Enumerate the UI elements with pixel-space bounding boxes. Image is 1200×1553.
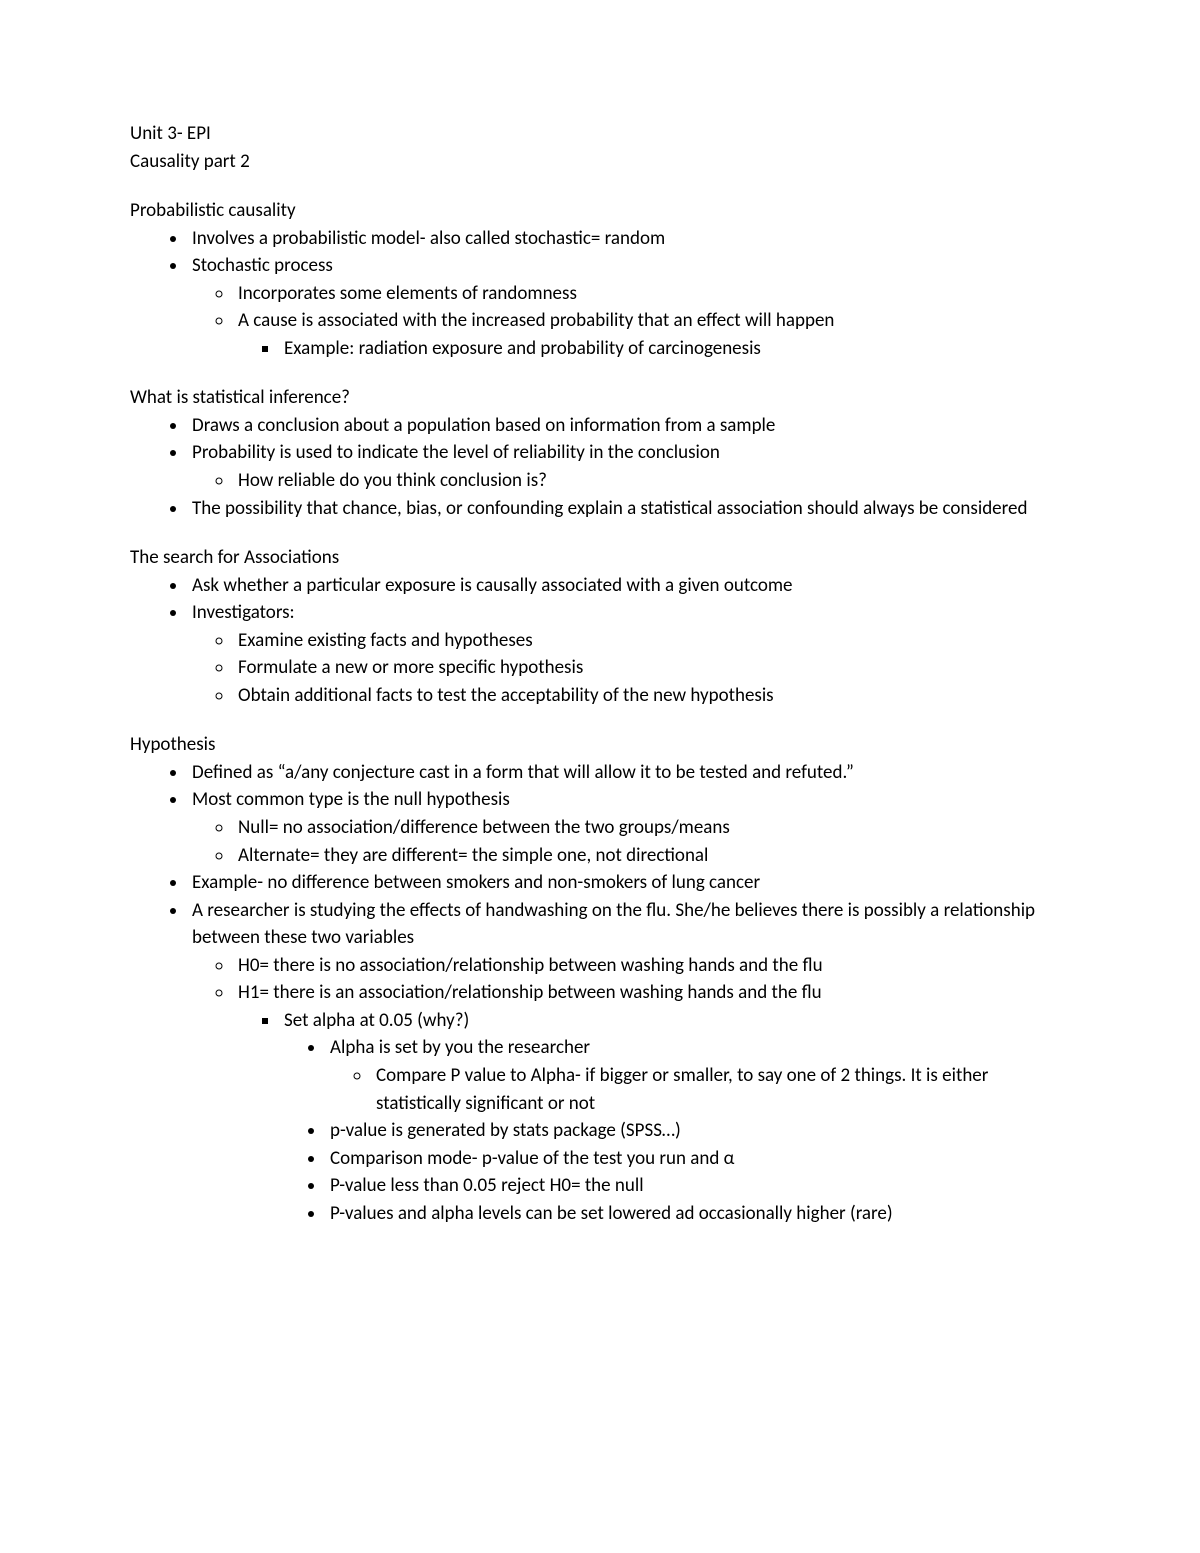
list-item: H1= there is an association/relationship…	[234, 979, 1070, 1227]
list-item: P-values and alpha levels can be set low…	[326, 1200, 1070, 1228]
list-item: Draws a conclusion about a population ba…	[188, 412, 1070, 440]
list-item: Ask whether a particular exposure is cau…	[188, 572, 1070, 600]
header-line-1: Unit 3- EPI	[130, 120, 1070, 148]
list-item-text: Stochastic process	[192, 254, 333, 277]
list-item: Null= no association/difference between …	[234, 814, 1070, 842]
list-item: Investigators: Examine existing facts and…	[188, 599, 1070, 709]
list-item-text: Most common type is the null hypothesis	[192, 788, 510, 811]
list-item-text: Examine existing facts and hypotheses	[238, 629, 533, 652]
list-item-text: Formulate a new or more specific hypothe…	[238, 656, 583, 679]
list-item: Most common type is the null hypothesis N…	[188, 786, 1070, 869]
bullet-list: Draws a conclusion about a population ba…	[130, 412, 1070, 522]
list-item-text: A cause is associated with the increased…	[238, 309, 834, 332]
list-item: Examine existing facts and hypotheses	[234, 627, 1070, 655]
list-item-text: Compare P value to Alpha- if bigger or s…	[376, 1064, 988, 1115]
bullet-list: Involves a probabilistic model- also cal…	[130, 225, 1070, 363]
list-item: Example- no difference between smokers a…	[188, 869, 1070, 897]
list-item: The possibility that chance, bias, or co…	[188, 495, 1070, 523]
list-item-text: H0= there is no association/relationship…	[238, 954, 823, 977]
list-item-text: Null= no association/difference between …	[238, 816, 730, 839]
list-item: Alpha is set by you the researcher Compar…	[326, 1034, 1070, 1117]
list-item-text: Incorporates some elements of randomness	[238, 282, 577, 305]
list-item: Compare P value to Alpha- if bigger or s…	[372, 1062, 1070, 1117]
list-item-text: Alpha is set by you the researcher	[330, 1036, 590, 1059]
list-item-text: P-value less than 0.05 reject H0= the nu…	[330, 1174, 644, 1197]
list-item: Set alpha at 0.05 (why?)Alpha is set by …	[280, 1007, 1070, 1227]
document-body: Probabilistic causalityInvolves a probab…	[130, 197, 1070, 1227]
list-item-text: Involves a probabilistic model- also cal…	[192, 227, 665, 250]
list-item-text: Alternate= they are different= the simpl…	[238, 844, 708, 867]
list-item-text: Example: radiation exposure and probabil…	[284, 337, 761, 360]
list-item: Incorporates some elements of randomness	[234, 280, 1070, 308]
list-item: Involves a probabilistic model- also cal…	[188, 225, 1070, 253]
header-line-2: Causality part 2	[130, 148, 1070, 176]
section-title: Hypothesis	[130, 731, 1070, 759]
list-item-text: The possibility that chance, bias, or co…	[192, 497, 1027, 520]
list-item-text: A researcher is studying the effects of …	[192, 899, 1035, 950]
list-item: Defined as “a/any conjecture cast in a f…	[188, 759, 1070, 787]
bullet-list: Example: radiation exposure and probabil…	[238, 335, 1070, 363]
list-item: Obtain additional facts to test the acce…	[234, 682, 1070, 710]
list-item-text: p-value is generated by stats package (S…	[330, 1119, 681, 1142]
bullet-list: Examine existing facts and hypotheses For…	[192, 627, 1070, 710]
bullet-list: Ask whether a particular exposure is cau…	[130, 572, 1070, 710]
section-title: Probabilistic causality	[130, 197, 1070, 225]
bullet-list: Defined as “a/any conjecture cast in a f…	[130, 759, 1070, 1227]
section-title: What is statistical inference?	[130, 384, 1070, 412]
list-item: How reliable do you think conclusion is?	[234, 467, 1070, 495]
document-header: Unit 3- EPI Causality part 2	[130, 120, 1070, 175]
list-item: A researcher is studying the effects of …	[188, 897, 1070, 1228]
list-item: P-value less than 0.05 reject H0= the nu…	[326, 1172, 1070, 1200]
list-item: Stochastic process Incorporates some elem…	[188, 252, 1070, 362]
list-item-text: Draws a conclusion about a population ba…	[192, 414, 775, 437]
bullet-list: Incorporates some elements of randomness…	[192, 280, 1070, 363]
list-item: Comparison mode- p-value of the test you…	[326, 1145, 1070, 1173]
list-item-text: Investigators:	[192, 601, 295, 624]
bullet-list: Null= no association/difference between …	[192, 814, 1070, 869]
list-item-text: Comparison mode- p-value of the test you…	[330, 1147, 734, 1170]
list-item: Alternate= they are different= the simpl…	[234, 842, 1070, 870]
list-item: Formulate a new or more specific hypothe…	[234, 654, 1070, 682]
list-item: A cause is associated with the increased…	[234, 307, 1070, 362]
list-item-text: Obtain additional facts to test the acce…	[238, 684, 774, 707]
section-title: The search for Associations	[130, 544, 1070, 572]
list-item-text: Set alpha at 0.05 (why?)	[284, 1009, 469, 1032]
list-item-text: Example- no difference between smokers a…	[192, 871, 760, 894]
list-item-text: Ask whether a particular exposure is cau…	[192, 574, 792, 597]
list-item-text: Defined as “a/any conjecture cast in a f…	[192, 761, 854, 784]
list-item-text: P-values and alpha levels can be set low…	[330, 1202, 893, 1225]
bullet-list: H0= there is no association/relationship…	[192, 952, 1070, 1227]
list-item: H0= there is no association/relationship…	[234, 952, 1070, 980]
bullet-list: Compare P value to Alpha- if bigger or s…	[330, 1062, 1070, 1117]
list-item: Probability is used to indicate the leve…	[188, 439, 1070, 494]
list-item: p-value is generated by stats package (S…	[326, 1117, 1070, 1145]
bullet-list: How reliable do you think conclusion is?	[192, 467, 1070, 495]
bullet-list: Alpha is set by you the researcher Compar…	[284, 1034, 1070, 1227]
list-item: Example: radiation exposure and probabil…	[280, 335, 1070, 363]
list-item-text: Probability is used to indicate the leve…	[192, 441, 720, 464]
list-item-text: H1= there is an association/relationship…	[238, 981, 822, 1004]
bullet-list: Set alpha at 0.05 (why?)Alpha is set by …	[238, 1007, 1070, 1227]
list-item-text: How reliable do you think conclusion is?	[238, 469, 547, 492]
